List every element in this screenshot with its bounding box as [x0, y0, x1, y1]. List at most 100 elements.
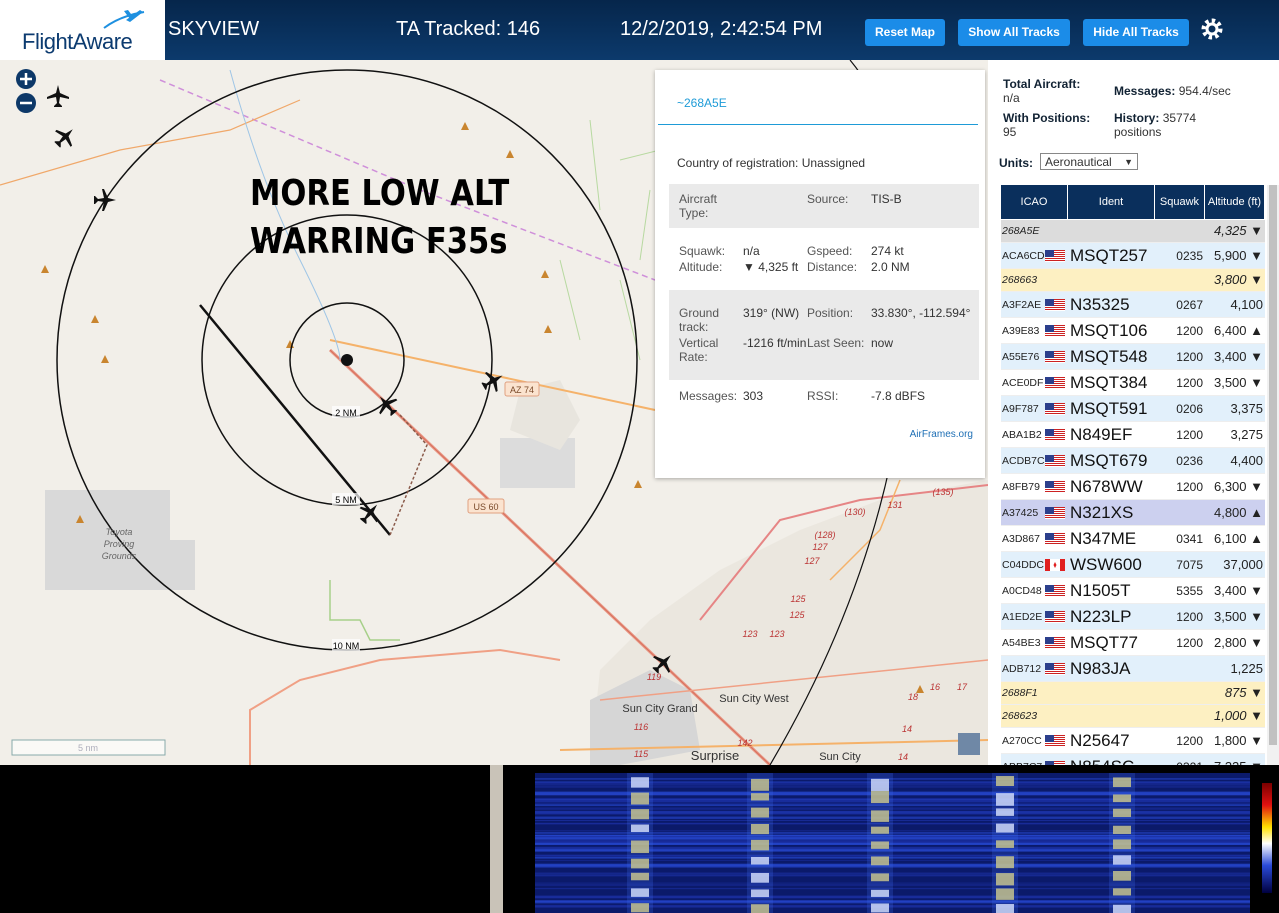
table-row[interactable]: A9F787 MSQT591 0206 3,375: [1001, 396, 1265, 422]
spectrum-noise: [535, 905, 1250, 908]
table-row[interactable]: A3F2AE N35325 0267 4,100: [1001, 292, 1265, 318]
road-shield: [467, 498, 505, 514]
spectrum-burst: [1113, 794, 1131, 803]
scrollbar[interactable]: [1267, 185, 1279, 765]
road-shield: [504, 381, 540, 397]
table-row[interactable]: A37425 N321XS 4,800 ▲: [1001, 500, 1265, 526]
ident: N983JA: [1070, 658, 1131, 678]
area-label: Proving: [104, 539, 135, 549]
spectrum-noise: [535, 846, 1250, 849]
spectrum-noise: [535, 840, 1250, 843]
spectrum-noise: [535, 819, 1250, 822]
table-row[interactable]: A3D867 N347ME 0341 6,100 ▲: [1001, 526, 1265, 552]
map[interactable]: MORE LOW ALT WARRING F35s 2 NM 5 NM 10 NM AZ …: [0, 60, 988, 765]
settings-icon[interactable]: [1200, 17, 1224, 41]
aircraft-icon[interactable]: [94, 189, 116, 211]
road-number: 131: [887, 500, 902, 510]
flag: [1045, 506, 1065, 524]
spectrum-noise: [535, 857, 1250, 859]
field-value: n/a: [743, 244, 760, 258]
altitude: 1,800 ▼: [1213, 732, 1263, 748]
field-label: Vertical Rate:: [679, 336, 719, 364]
table-row[interactable]: A1ED2E N223LP 1200 3,500 ▼: [1001, 604, 1265, 630]
units-label: Units:: [999, 156, 1033, 170]
button[interactable]: Hide All Tracks: [1083, 19, 1189, 46]
flag: [1045, 558, 1065, 576]
zoom-in[interactable]: [16, 69, 36, 89]
spectrum-noise: [535, 782, 1250, 784]
spectrum-noise: [535, 854, 1250, 857]
popup-ident[interactable]: ~268A5E: [677, 96, 727, 110]
spectrum-noise: [535, 882, 1250, 884]
icao: ADB712: [1002, 662, 1042, 675]
spectrum-burst: [631, 840, 649, 854]
button[interactable]: Show All Tracks: [958, 19, 1070, 46]
link[interactable]: AirFrames.org: [909, 429, 973, 440]
logo[interactable]: FlightAware: [0, 0, 165, 60]
spectrum-noise: [535, 895, 1250, 899]
table-row[interactable]: ABA1B2 N849EF 1200 3,275: [1001, 422, 1265, 448]
table-row[interactable]: A270CC N25647 1200 1,800 ▼: [1001, 728, 1265, 754]
spectrum-noise: [535, 785, 1250, 788]
spectrum-burst: [871, 856, 889, 866]
aircraft-icon[interactable]: [372, 390, 403, 421]
aircraft-icon[interactable]: [355, 498, 386, 529]
table-row[interactable]: ADB712 N983JA 1,225: [1001, 656, 1265, 682]
table-row[interactable]: ACE0DF MSQT384 1200 3,500 ▼: [1001, 370, 1265, 396]
flag: [1045, 454, 1065, 472]
road-number: 115: [634, 749, 649, 759]
ring-label: 10 NM: [333, 641, 360, 651]
road-number: 125: [789, 610, 805, 620]
field-label: Messages:: [679, 389, 738, 403]
table-row[interactable]: 268663 3,800 ▼: [1001, 269, 1265, 292]
aircraft-icon[interactable]: [478, 366, 508, 396]
spectrum-noise: [535, 849, 1250, 852]
spectrum-noise: [535, 798, 1250, 801]
column-header[interactable]: ICAO: [1001, 185, 1068, 219]
table-row[interactable]: ACA6CD MSQT257 0235 5,900 ▼: [1001, 243, 1265, 269]
altitude: 3,500 ▼: [1213, 374, 1263, 390]
button[interactable]: Reset Map: [865, 19, 945, 46]
stat: History: 35774 positions: [1114, 111, 1229, 139]
spectrum-burst: [1113, 839, 1131, 850]
table-row[interactable]: ACDB7C MSQT679 0236 4,400: [1001, 448, 1265, 474]
table-row[interactable]: 2688F1 875 ▼: [1001, 682, 1265, 705]
zoom-out[interactable]: [16, 93, 36, 113]
table-row[interactable]: 268A5E 4,325 ▼: [1001, 220, 1265, 243]
aircraft-icon[interactable]: [47, 85, 69, 107]
value: Unassigned: [801, 156, 866, 170]
label: Units:: [999, 156, 1033, 170]
road-number: 14: [898, 752, 908, 762]
ident: N678WW: [1070, 476, 1143, 496]
altitude: 875 ▼: [1224, 685, 1263, 700]
aircraft-icon[interactable]: [647, 647, 678, 678]
table-row[interactable]: 268623 1,000 ▼: [1001, 705, 1265, 728]
icao: ACA6CD: [1002, 249, 1045, 262]
column-header[interactable]: Squawk: [1155, 185, 1205, 219]
spectrum-burst: [631, 777, 649, 788]
table-row[interactable]: A39E83 MSQT106 1200 6,400 ▲: [1001, 318, 1265, 344]
column-header[interactable]: Ident: [1068, 185, 1155, 219]
table-row[interactable]: A0CD48 N1505T 5355 3,400 ▼: [1001, 578, 1265, 604]
field-label: Source:: [807, 192, 849, 206]
road-number: (128): [814, 530, 835, 540]
road-number: 14: [902, 724, 912, 734]
spectrum-burst: [1113, 871, 1131, 881]
spectrum-burst: [871, 889, 889, 897]
flag: [1045, 298, 1065, 316]
altitude: 4,400: [1230, 452, 1263, 468]
table-row[interactable]: A55E76 MSQT548 1200 3,400 ▼: [1001, 344, 1265, 370]
flag: [1045, 324, 1065, 342]
field-value: -1216 ft/min: [743, 336, 807, 350]
spectrum-burst: [751, 807, 769, 818]
table-row[interactable]: A8FB79 N678WW 1200 6,300 ▼: [1001, 474, 1265, 500]
spectrum-noise: [535, 840, 1250, 842]
flag: [1045, 584, 1065, 602]
table-row[interactable]: A54BE3 MSQT77 1200 2,800 ▼: [1001, 630, 1265, 656]
flag: [1045, 480, 1065, 498]
units-select[interactable]: Aeronautical ▼: [1040, 153, 1138, 170]
table-row[interactable]: C04DDC WSW600 7075 37,000: [1001, 552, 1265, 578]
column-header[interactable]: Altitude (ft): [1205, 185, 1265, 219]
spectrum-noise: [535, 859, 1250, 861]
field-value: 319° (NW): [743, 306, 800, 320]
